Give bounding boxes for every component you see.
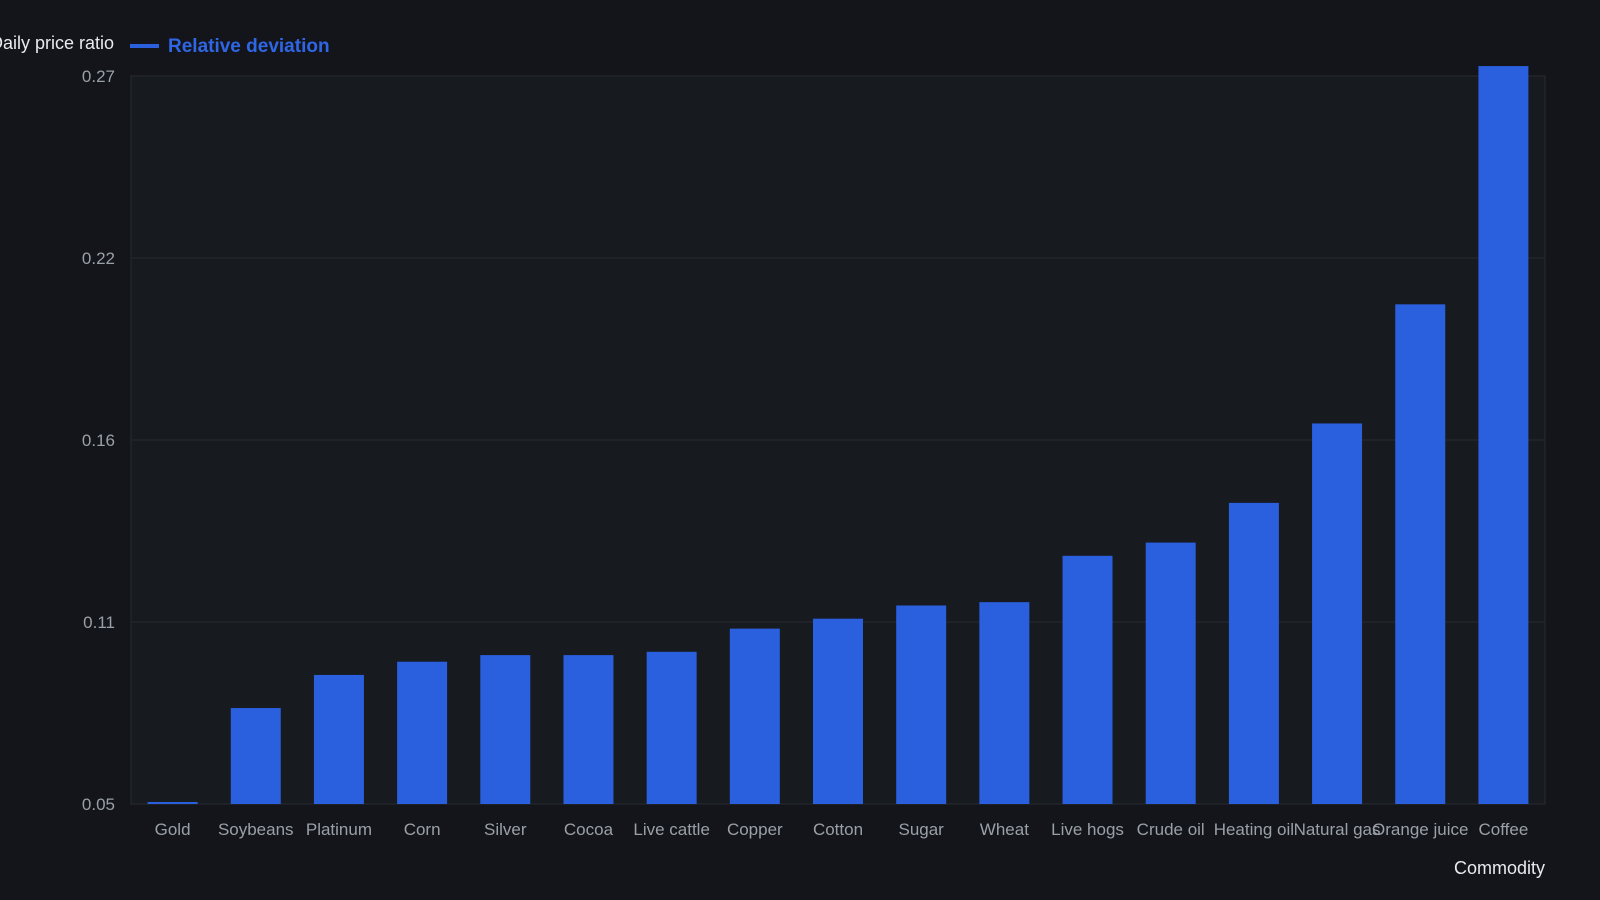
x-tick-label: Sugar: [898, 820, 944, 839]
x-tick-label: Coffee: [1479, 820, 1529, 839]
bar-natural-gas[interactable]: [1312, 423, 1363, 804]
bar-cotton[interactable]: [813, 618, 863, 804]
legend-label[interactable]: Relative deviation: [168, 36, 330, 57]
y-axis-label: Daily price ratio: [0, 33, 114, 53]
bar-live-hogs[interactable]: [1062, 555, 1113, 804]
x-tick-label: Live hogs: [1051, 820, 1124, 839]
bar-cocoa[interactable]: [563, 655, 614, 804]
x-tick-label: Platinum: [306, 820, 372, 839]
y-tick-label: 0.22: [82, 249, 115, 268]
x-axis-ticks: Gold Soybeans Platinum Corn Silver Cocoa Live …: [155, 820, 1529, 839]
x-tick-label: Silver: [484, 820, 527, 839]
y-axis-ticks: 0.27 0.22 0.16 0.11 0.05: [82, 67, 115, 814]
bar-crude-oil[interactable]: [1145, 542, 1196, 804]
x-tick-label: Wheat: [980, 820, 1029, 839]
x-tick-label: Soybeans: [218, 820, 294, 839]
x-tick-label: Gold: [155, 820, 191, 839]
x-tick-label: Crude oil: [1137, 820, 1205, 839]
bar-sugar[interactable]: [896, 605, 947, 804]
bar-live-cattle[interactable]: [646, 651, 697, 804]
y-tick-label: 0.27: [82, 67, 115, 86]
bar-coffee[interactable]: [1478, 66, 1529, 804]
bars: [147, 66, 1529, 804]
x-tick-label: Heating oil: [1214, 820, 1294, 839]
bar-wheat[interactable]: [979, 602, 1030, 804]
bar-platinum[interactable]: [313, 674, 364, 804]
x-axis-label: Commodity: [1454, 858, 1545, 878]
x-tick-label: Cocoa: [564, 820, 614, 839]
bar-corn[interactable]: [397, 661, 448, 804]
bar-gold[interactable]: [147, 802, 198, 804]
y-tick-label: 0.16: [82, 431, 115, 450]
x-tick-label: Corn: [404, 820, 441, 839]
y-tick-label: 0.05: [82, 795, 115, 814]
x-tick-label: Copper: [727, 820, 783, 839]
x-tick-label: Natural gas: [1294, 820, 1381, 839]
bar-copper[interactable]: [729, 628, 780, 804]
y-tick-label: 0.11: [83, 613, 115, 632]
bar-silver[interactable]: [480, 655, 531, 804]
x-tick-label: Cotton: [813, 820, 863, 839]
bar-orange-juice[interactable]: [1395, 304, 1446, 804]
x-tick-label: Live cattle: [633, 820, 710, 839]
bar-heating-oil[interactable]: [1228, 502, 1279, 804]
bar-soybeans[interactable]: [230, 708, 281, 804]
x-tick-label: Orange juice: [1372, 820, 1468, 839]
